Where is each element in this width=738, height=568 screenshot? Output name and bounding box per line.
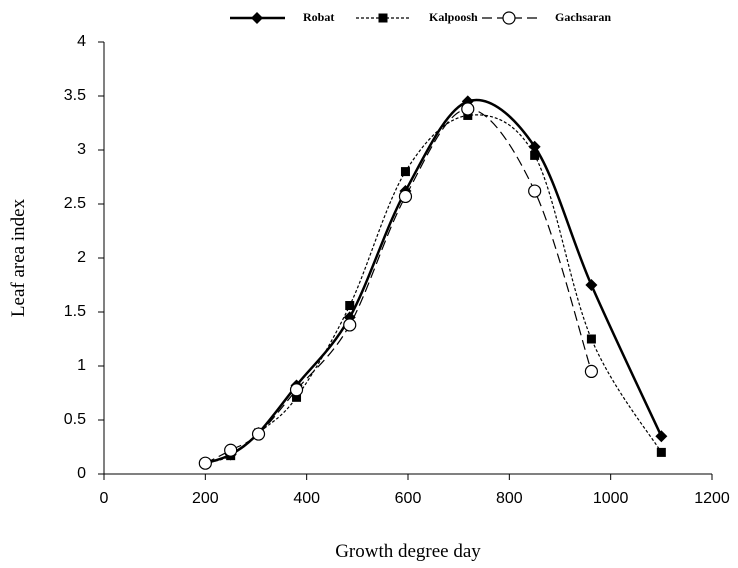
x-axis-title: Growth degree day [335, 541, 481, 562]
y-tick-label: 0.5 [64, 411, 86, 428]
data-point [400, 167, 410, 177]
data-point [585, 279, 598, 291]
data-point [656, 447, 666, 457]
y-axis-title: Leaf area index [8, 198, 29, 317]
data-point [586, 334, 596, 344]
data-point [289, 383, 304, 397]
legend-marker [502, 11, 516, 25]
x-tick-label: 1000 [593, 490, 629, 507]
data-point [398, 189, 413, 204]
data-point [461, 102, 475, 116]
legend-label: Robat [303, 10, 334, 24]
x-tick-label: 800 [496, 490, 523, 507]
y-tick-label: 3 [77, 141, 86, 158]
y-tick-label: 4 [77, 33, 86, 50]
legend-label: Kalpoosh [429, 10, 478, 24]
legend-marker [378, 13, 388, 23]
data-point [292, 392, 302, 402]
y-tick-label: 1 [77, 357, 86, 374]
y-tick-label: 0 [77, 465, 86, 482]
data-point [530, 150, 540, 160]
data-point [251, 427, 266, 441]
y-tick-label: 1.5 [64, 303, 86, 320]
y-tick-label: 2.5 [64, 195, 86, 212]
x-tick-label: 600 [395, 490, 422, 507]
x-tick-label: 400 [293, 490, 320, 507]
data-point [345, 301, 355, 311]
x-tick-label: 200 [192, 490, 219, 507]
y-tick-label: 2 [77, 249, 86, 266]
data-point [584, 364, 599, 378]
x-tick-label: 1200 [694, 490, 730, 507]
data-point [224, 443, 238, 457]
data-point [655, 430, 668, 443]
data-point [528, 184, 542, 198]
y-tick-label: 3.5 [64, 87, 86, 104]
legend-label: Gachsaran [555, 10, 611, 24]
legend-marker [251, 12, 263, 24]
data-point [198, 456, 212, 470]
x-tick-label: 0 [100, 490, 109, 507]
data-point [343, 318, 357, 332]
series-line [205, 108, 592, 464]
